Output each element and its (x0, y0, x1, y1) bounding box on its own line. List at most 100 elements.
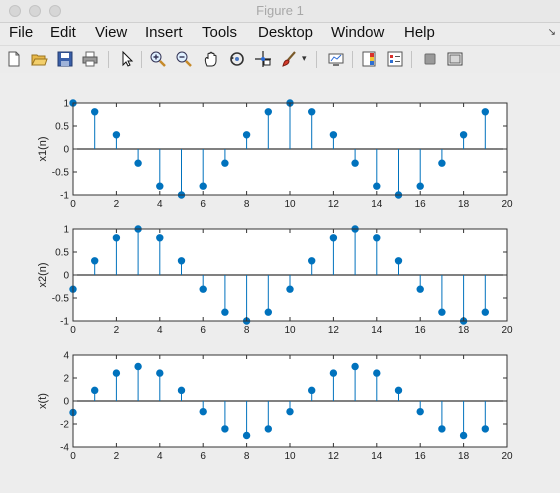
stem-marker (264, 425, 272, 433)
y-tick-label: 0 (63, 145, 69, 156)
stem-marker (308, 257, 316, 265)
pointer-icon[interactable] (118, 50, 136, 68)
stem-marker (221, 159, 229, 167)
close-window-button[interactable] (9, 5, 21, 17)
menu-file[interactable]: File (9, 24, 34, 41)
stem-marker (481, 108, 489, 116)
y-tick-label: -2 (60, 420, 69, 431)
x-tick-label: 2 (114, 199, 120, 210)
stem-marker (394, 386, 403, 395)
stem-marker (459, 131, 468, 139)
stem-marker (481, 308, 489, 316)
x-tick-label: 18 (458, 199, 470, 210)
stem-marker (264, 308, 272, 316)
figure-canvas[interactable]: 0 2 4 6 8 10 12 14 16 18 20 1 0.5 0 -0.5 -1 x1(n) 0 2 4 6 8 10… (0, 73, 560, 493)
menu-desktop[interactable]: Desktop (258, 24, 314, 41)
stem-marker (112, 369, 121, 377)
x-tick-label: 12 (328, 325, 340, 336)
toolbar-separator (108, 51, 109, 68)
stem-marker (112, 131, 121, 139)
x-tick-label: 6 (200, 325, 206, 336)
x-tick-label: 14 (371, 199, 383, 210)
stem-marker (221, 308, 229, 316)
menu-overflow-arrow-icon[interactable]: ↘ (547, 27, 556, 38)
y-tick-label: 0 (63, 271, 69, 282)
colorbar-icon[interactable] (360, 50, 378, 68)
toolbar-separator (411, 51, 412, 68)
y-tick-label: 4 (63, 351, 69, 362)
minimize-window-button[interactable] (29, 5, 41, 17)
stem-marker (438, 159, 446, 167)
menu-tools[interactable]: Tools (202, 24, 238, 41)
x-tick-label: 20 (501, 325, 513, 336)
menu-view[interactable]: View (95, 24, 128, 41)
new-figure-icon[interactable] (5, 50, 23, 68)
link-plot-icon[interactable] (327, 50, 345, 68)
stem-marker (156, 182, 164, 190)
x-tick-label: 16 (415, 325, 427, 336)
rotate-3d-icon[interactable] (228, 50, 246, 68)
stem-marker (438, 425, 446, 433)
x-tick-label: 16 (415, 199, 427, 210)
save-icon[interactable] (56, 50, 74, 68)
dropdown-arrow-icon[interactable]: ▾ (302, 53, 307, 63)
stem-marker (156, 234, 164, 242)
y-tick-label: 2 (63, 374, 69, 385)
x-tick-label: 6 (200, 451, 206, 462)
stem-marker (177, 257, 186, 265)
stem-marker (416, 285, 424, 293)
x-tick-label: 16 (415, 451, 427, 462)
menu-edit[interactable]: Edit (50, 24, 76, 41)
y-axis-label: x1(n) (37, 136, 49, 161)
print-icon[interactable] (81, 50, 99, 68)
stem-marker (134, 159, 142, 167)
y-axis-label: x2(n) (37, 262, 49, 287)
stem-marker (242, 431, 251, 440)
data-cursor-icon[interactable] (254, 50, 272, 68)
open-file-icon[interactable] (30, 50, 48, 68)
stem-marker (221, 425, 229, 433)
menu-help[interactable]: Help (404, 24, 435, 41)
brush-icon[interactable] (280, 50, 298, 68)
stem-marker (156, 369, 164, 377)
y-tick-label: 0 (63, 397, 69, 408)
x-tick-label: 0 (70, 325, 76, 336)
zoom-in-icon[interactable] (149, 50, 167, 68)
axes-frame (72, 102, 508, 196)
x-tick-label: 0 (70, 199, 76, 210)
stem-marker (481, 425, 489, 433)
y-tick-label: -0.5 (52, 168, 70, 179)
toolbar-separator (316, 51, 317, 68)
stem-marker (91, 386, 99, 395)
stem-marker (394, 257, 403, 265)
y-tick-label: 0.5 (55, 248, 69, 259)
hide-plot-tools-icon[interactable] (421, 50, 439, 68)
x-tick-label: 8 (244, 451, 250, 462)
title-bar: Figure 1 (0, 0, 560, 23)
menu-insert[interactable]: Insert (145, 24, 183, 41)
zoom-window-button[interactable] (49, 5, 61, 17)
zoom-out-icon[interactable] (175, 50, 193, 68)
figure-toolbar: ▾ (0, 45, 560, 74)
x-tick-label: 20 (501, 451, 513, 462)
pan-icon[interactable] (202, 50, 220, 68)
menu-window[interactable]: Window (331, 24, 385, 41)
stem-marker (91, 108, 99, 116)
stem-marker (134, 362, 142, 371)
legend-icon[interactable] (386, 50, 404, 68)
toolbar-separator (141, 51, 142, 68)
x-tick-label: 18 (458, 325, 470, 336)
stem-marker (329, 234, 338, 242)
stem-marker (459, 431, 468, 440)
x-tick-label: 0 (70, 451, 76, 462)
x-tick-label: 12 (328, 199, 340, 210)
stem-marker (242, 131, 251, 139)
stem-marker (373, 369, 381, 377)
stem-marker (308, 386, 316, 395)
show-plot-tools-icon[interactable] (446, 50, 464, 68)
axes-frame (72, 354, 508, 448)
stem-marker (286, 407, 294, 416)
stem-marker (416, 407, 424, 416)
stem-marker (199, 285, 207, 293)
